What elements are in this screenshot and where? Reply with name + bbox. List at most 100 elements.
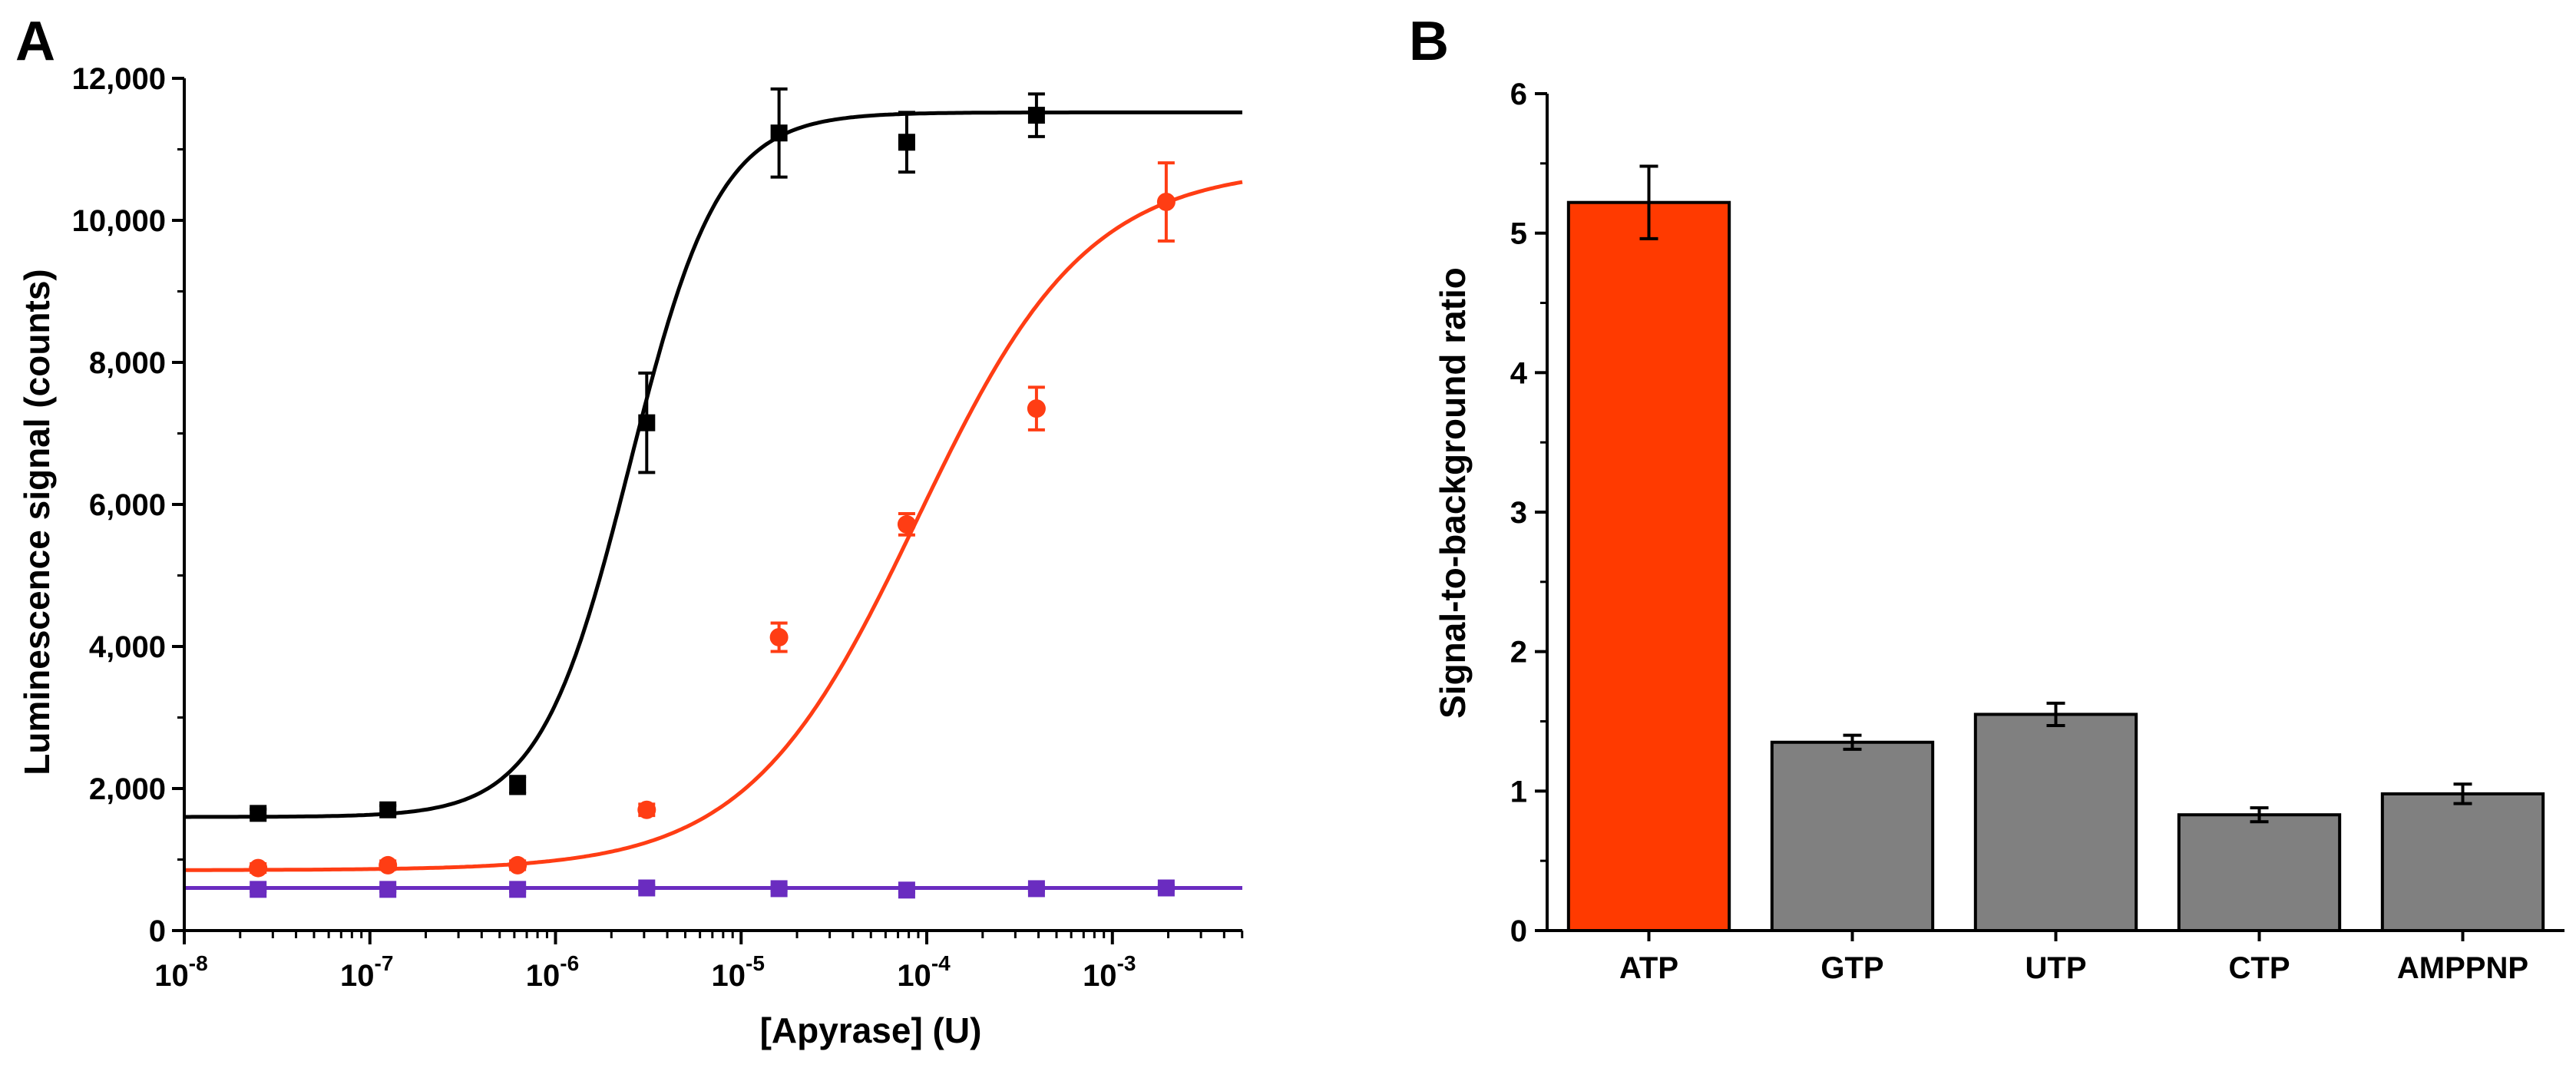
data-point-red xyxy=(769,621,789,653)
marker-square-black xyxy=(379,801,397,818)
panel-a-y-tick-label: 8,000 xyxy=(89,346,166,380)
panel-b-y-tick-label: 0 xyxy=(1510,914,1527,948)
panel-a-label: A xyxy=(15,11,55,72)
panel-b-y-tick-label: 5 xyxy=(1510,217,1527,251)
tick-base: 10 xyxy=(154,959,189,993)
panel-b-x-tick-label: GTP xyxy=(1820,951,1883,985)
panel-a-x-tick-label: 10-6 xyxy=(526,951,579,993)
panel-b-y-tick-label: 6 xyxy=(1510,78,1527,111)
marker-circle-red xyxy=(508,855,527,875)
panel-a-y-tick-label: 6,000 xyxy=(89,488,166,522)
bar-gtp xyxy=(1770,740,1935,932)
data-point-red xyxy=(637,800,656,819)
panel-b-label: B xyxy=(1409,11,1449,72)
panel-b: B ATP GTP UTP CTP AMPPNP 0 1 2 3 4 5 6 Signal-to-b… xyxy=(1409,11,2564,985)
panel-b-x-tick-label: UTP xyxy=(2025,951,2087,985)
marker-square-purple xyxy=(379,881,397,898)
data-point-red xyxy=(1156,161,1176,243)
bar-group-atp: ATP xyxy=(1566,164,1731,985)
marker-circle-red xyxy=(637,800,656,819)
panel-a-y-tick-label: 2,000 xyxy=(89,772,166,806)
bar-utp xyxy=(1973,713,2138,933)
panel-a-y-tick-label: 4,000 xyxy=(89,630,166,664)
marker-square-black xyxy=(770,124,788,142)
marker-square-purple xyxy=(1027,880,1045,898)
panel-b-x-tick-label: CTP xyxy=(2229,951,2290,985)
panel-b-x-tick-label: ATP xyxy=(1619,951,1678,985)
marker-circle-red xyxy=(897,514,916,534)
panel-b-y-axis-title: Signal-to-background ratio xyxy=(1433,267,1473,719)
data-point-red xyxy=(249,858,268,878)
panel-a-x-tick-label: 10-4 xyxy=(897,951,951,993)
bar-ctp xyxy=(2177,813,2342,933)
marker-square-black xyxy=(898,134,915,151)
panel-b-y-tick-label: 2 xyxy=(1510,636,1527,670)
data-point-red xyxy=(508,855,527,875)
bar-atp xyxy=(1566,200,1731,932)
tick-base: 10 xyxy=(897,959,931,993)
panel-b-x-tick-label: AMPPNP xyxy=(2397,951,2528,985)
tick-exponent: -8 xyxy=(189,951,208,975)
tick-base: 10 xyxy=(1083,959,1117,993)
data-point-purple xyxy=(1027,880,1045,898)
bar-group-amppnp: AMPPNP xyxy=(2380,782,2545,985)
marker-square-purple xyxy=(250,881,267,898)
data-point-black xyxy=(638,371,656,474)
tick-exponent: -5 xyxy=(746,951,765,975)
data-point-red xyxy=(379,855,398,875)
bar-amppnp xyxy=(2380,792,2545,933)
tick-exponent: -6 xyxy=(560,951,579,975)
panel-a-y-tick-label: 0 xyxy=(149,914,166,948)
data-point-red xyxy=(1027,385,1046,431)
marker-square-purple xyxy=(509,881,527,898)
marker-square-purple xyxy=(898,881,915,899)
data-point-black xyxy=(509,775,527,795)
panel-a-y-axis-title: Luminescence signal (counts) xyxy=(17,269,57,775)
data-point-purple xyxy=(1157,879,1175,897)
panel-a-x-tick-label: 10-7 xyxy=(340,951,393,993)
marker-circle-red xyxy=(249,858,268,878)
marker-circle-red xyxy=(379,855,398,875)
panel-a-y-tick-label: 12,000 xyxy=(72,62,166,96)
panel-b-y-tick-label: 3 xyxy=(1510,496,1527,530)
tick-base: 10 xyxy=(526,959,561,993)
data-point-purple xyxy=(770,880,788,898)
panel-b-bars-layer: ATP GTP UTP CTP AMPPNP xyxy=(1566,164,2545,985)
panel-a-x-axis-title: [Apyrase] (U) xyxy=(760,1010,982,1050)
tick-exponent: -4 xyxy=(931,951,951,975)
panel-a-y-tick-label: 10,000 xyxy=(72,204,166,238)
data-point-black xyxy=(898,111,915,174)
data-point-purple xyxy=(250,881,267,898)
data-point-purple xyxy=(379,881,397,898)
panel-b-y-tick-label: 4 xyxy=(1510,356,1528,390)
panel-a-x-tick-label: 10-8 xyxy=(154,951,207,993)
data-point-black xyxy=(770,87,788,179)
bar-group-ctp: CTP xyxy=(2177,806,2342,985)
marker-square-purple xyxy=(770,880,788,898)
bar-group-gtp: GTP xyxy=(1770,733,1935,985)
marker-circle-red xyxy=(1156,192,1176,211)
data-point-black xyxy=(1027,92,1045,138)
data-point-purple xyxy=(509,881,527,898)
panel-a-x-tick-label: 10-3 xyxy=(1083,951,1136,993)
data-point-purple xyxy=(638,879,656,897)
tick-exponent: -7 xyxy=(375,951,394,975)
marker-square-black xyxy=(1027,107,1045,124)
marker-square-black xyxy=(509,776,527,794)
data-point-purple xyxy=(898,881,915,899)
data-point-red xyxy=(897,512,916,537)
panel-b-axes: 0 1 2 3 4 5 6 xyxy=(1510,78,2564,948)
data-point-black xyxy=(379,801,397,818)
panel-a-x-tick-label: 10-5 xyxy=(712,951,765,993)
marker-square-purple xyxy=(638,879,656,897)
marker-square-black xyxy=(638,414,656,431)
marker-square-black xyxy=(250,805,267,822)
panel-a-series-layer xyxy=(184,87,1243,899)
tick-base: 10 xyxy=(712,959,746,993)
marker-square-purple xyxy=(1157,879,1175,897)
marker-circle-red xyxy=(1027,399,1046,418)
